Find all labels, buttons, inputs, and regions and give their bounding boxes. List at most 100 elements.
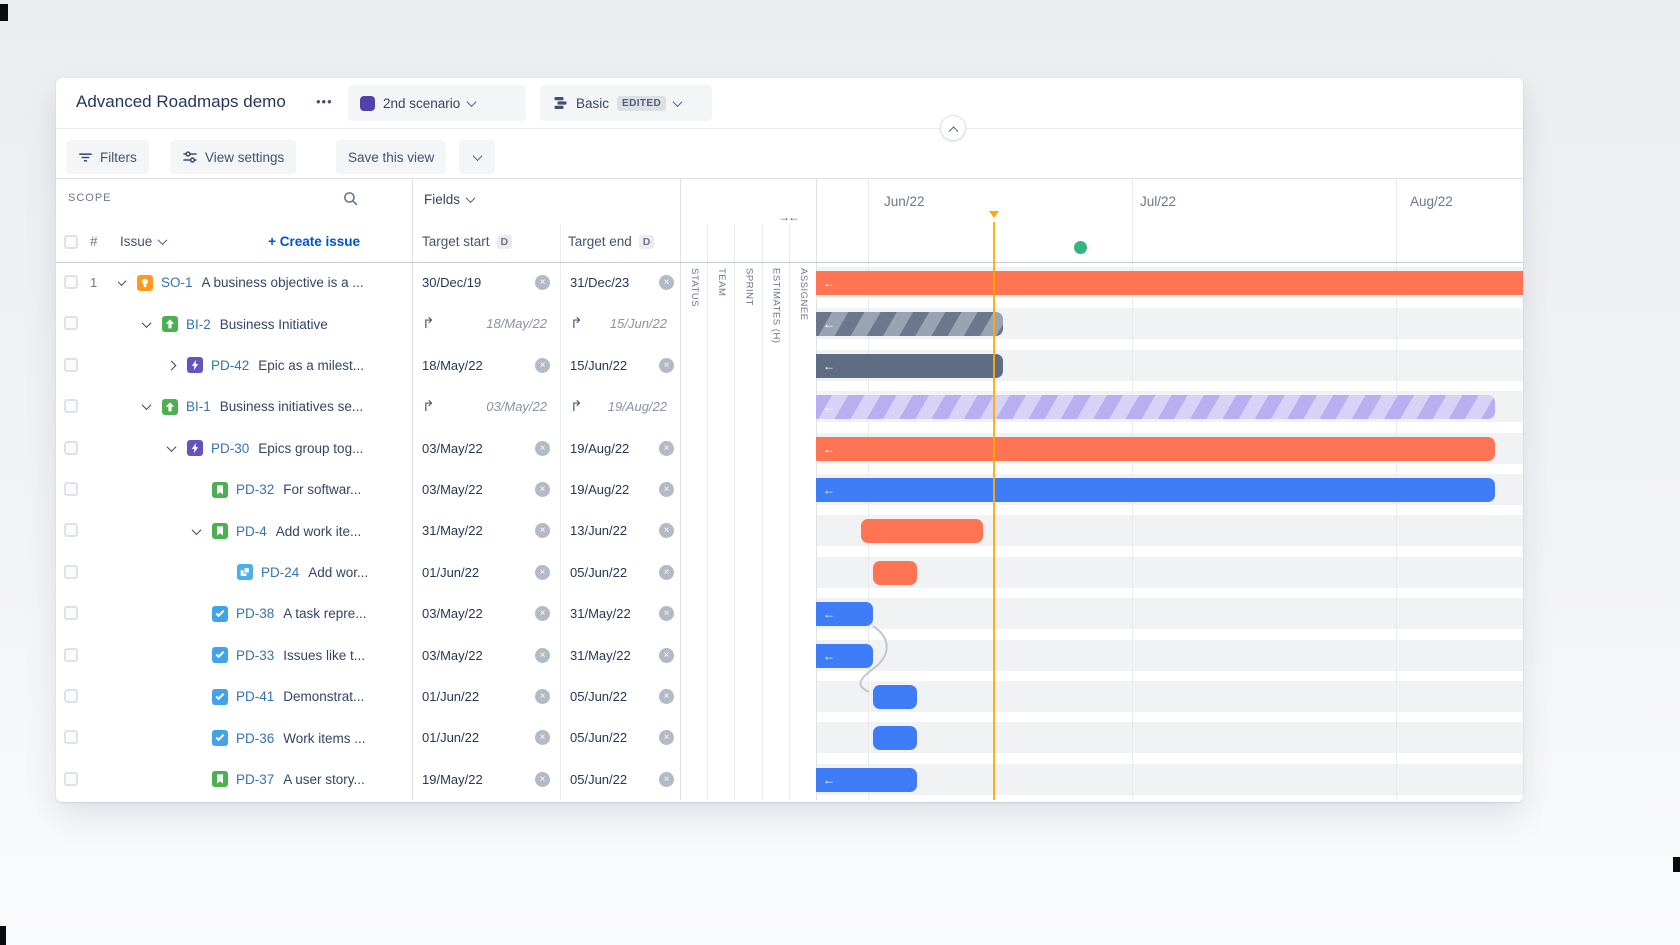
clear-date-icon[interactable]: × (535, 564, 550, 580)
view-settings-button[interactable]: View settings (170, 140, 297, 174)
filters-button[interactable]: Filters (66, 140, 149, 174)
issue-key-link[interactable]: PD-30 (211, 440, 250, 456)
gantt-bar-pd-42[interactable]: ← (816, 353, 1003, 378)
issue-summary[interactable]: A task repre... (283, 606, 367, 622)
target-end-cell[interactable]: 05/Jun/22 × (560, 552, 680, 593)
target-start-cell[interactable]: 31/May/22 × (412, 510, 560, 551)
clear-date-icon[interactable]: × (535, 606, 550, 622)
issue-key-link[interactable]: PD-36 (236, 730, 275, 746)
clear-date-icon[interactable]: × (535, 275, 550, 290)
issue-key-link[interactable]: PD-42 (211, 357, 250, 373)
clear-date-icon[interactable]: × (659, 771, 674, 787)
target-end-cell[interactable]: ↱ 19/Aug/22 (560, 386, 680, 427)
collapse-header-button[interactable] (940, 115, 966, 141)
gantt-bar-pd-4[interactable] (861, 519, 983, 544)
gantt-bar-pd-37[interactable]: ← (816, 767, 917, 792)
row-checkbox[interactable] (64, 564, 78, 579)
gantt-bar-pd-30[interactable]: ← (816, 436, 1495, 461)
clear-date-icon[interactable]: × (535, 730, 550, 746)
gantt-bar-pd-24[interactable] (873, 560, 917, 585)
issue-key-link[interactable]: BI-2 (186, 316, 211, 332)
create-issue-button[interactable]: + Create issue (268, 234, 360, 249)
clear-date-icon[interactable]: × (535, 357, 550, 373)
target-end-cell[interactable]: 05/Jun/22 × (560, 676, 680, 717)
clear-date-icon[interactable]: × (535, 440, 550, 456)
target-end-cell[interactable]: 13/Jun/22 × (560, 510, 680, 551)
select-all-checkbox[interactable] (64, 235, 78, 249)
row-checkbox[interactable] (64, 771, 78, 786)
clear-date-icon[interactable]: × (659, 523, 674, 539)
gantt-bar-pd-41[interactable] (873, 685, 917, 709)
row-checkbox[interactable] (64, 689, 78, 703)
save-view-dropdown-button[interactable] (459, 140, 495, 174)
more-menu-button[interactable]: ••• (316, 94, 333, 109)
target-start-cell[interactable]: 18/May/22 × (412, 345, 560, 386)
issue-key-link[interactable]: SO-1 (161, 275, 193, 291)
issue-summary[interactable]: Work items ... (283, 730, 366, 746)
search-icon[interactable] (342, 190, 359, 207)
issue-summary[interactable]: Issues like t... (283, 647, 366, 663)
row-checkbox[interactable] (64, 647, 78, 662)
expand-chevron-icon[interactable] (166, 360, 187, 371)
scenario-selector[interactable]: 2nd scenario (348, 85, 526, 121)
issue-key-link[interactable]: PD-38 (236, 606, 275, 622)
target-end-cell[interactable]: ↱ 15/Jun/22 (560, 303, 680, 344)
target-start-cell[interactable]: 01/Jun/22 × (412, 676, 560, 717)
issue-summary[interactable]: A user story... (283, 771, 365, 787)
issue-summary[interactable]: Business initiatives se... (219, 399, 364, 415)
issue-summary[interactable]: Epic as a milest... (258, 357, 365, 373)
row-checkbox[interactable] (64, 482, 78, 496)
target-end-cell[interactable]: 05/Jun/22 × (560, 717, 680, 758)
target-end-cell[interactable]: 19/Aug/22 × (560, 428, 680, 469)
collapse-chevron-icon[interactable] (141, 317, 162, 328)
clear-date-icon[interactable]: × (535, 689, 550, 704)
clear-date-icon[interactable]: × (659, 647, 674, 663)
target-start-cell[interactable]: 03/May/22 × (412, 469, 560, 510)
target-start-cell[interactable]: 01/Jun/22 × (412, 717, 560, 758)
issue-summary[interactable]: Add wor... (308, 564, 369, 580)
target-start-cell[interactable]: ↱ 03/May/22 (412, 386, 560, 427)
clear-date-icon[interactable]: × (659, 482, 674, 497)
issue-column-header[interactable]: Issue (120, 234, 168, 249)
issue-key-link[interactable]: PD-4 (236, 523, 267, 539)
target-end-cell[interactable]: 31/May/22 × (560, 593, 680, 634)
target-start-header[interactable]: Target start D (422, 234, 513, 249)
target-end-cell[interactable]: 15/Jun/22 × (560, 345, 680, 386)
target-start-cell[interactable]: 03/May/22 × (412, 428, 560, 469)
issue-key-link[interactable]: PD-41 (236, 689, 275, 705)
save-view-button[interactable]: Save this view (336, 140, 447, 174)
issue-key-link[interactable]: BI-1 (186, 399, 211, 415)
target-start-cell[interactable]: 03/May/22 × (412, 635, 560, 676)
target-start-cell[interactable]: 03/May/22 × (412, 593, 560, 634)
clear-date-icon[interactable]: × (535, 771, 550, 787)
gantt-bar-pd-32[interactable]: ← (816, 478, 1495, 502)
clear-date-icon[interactable]: × (535, 523, 550, 539)
issue-summary[interactable]: For softwar... (283, 482, 362, 498)
target-start-cell[interactable]: 19/May/22 × (412, 759, 560, 800)
clear-date-icon[interactable]: × (659, 275, 674, 290)
row-checkbox[interactable] (64, 399, 78, 414)
collapse-chevron-icon[interactable] (118, 276, 137, 287)
clear-date-icon[interactable]: × (535, 647, 550, 663)
target-end-cell[interactable]: 31/Dec/23 × (560, 262, 680, 303)
collapse-chevron-icon[interactable] (141, 400, 162, 411)
issue-summary[interactable]: Demonstrat... (283, 689, 365, 705)
gantt-bar-bi-2[interactable]: ← (816, 312, 1003, 337)
collapse-fields-icon[interactable]: →← (778, 210, 800, 224)
issue-key-link[interactable]: PD-33 (236, 647, 275, 663)
issue-summary[interactable]: Add work ite... (275, 523, 362, 539)
release-marker-dot[interactable] (1074, 241, 1087, 254)
clear-date-icon[interactable]: × (659, 564, 674, 580)
issue-key-link[interactable]: PD-32 (236, 482, 275, 498)
issue-summary[interactable]: Business Initiative (219, 316, 328, 332)
collapse-chevron-icon[interactable] (191, 524, 212, 535)
collapse-chevron-icon[interactable] (166, 441, 187, 452)
target-end-cell[interactable]: 19/Aug/22 × (560, 469, 680, 510)
row-checkbox[interactable] (64, 357, 78, 372)
row-checkbox[interactable] (64, 440, 78, 455)
issue-summary[interactable]: A business objective is a ... (201, 275, 364, 291)
row-checkbox[interactable] (64, 275, 78, 289)
target-start-cell[interactable]: ↱ 18/May/22 (412, 303, 560, 344)
issue-key-link[interactable]: PD-37 (236, 771, 275, 787)
clear-date-icon[interactable]: × (535, 482, 550, 497)
